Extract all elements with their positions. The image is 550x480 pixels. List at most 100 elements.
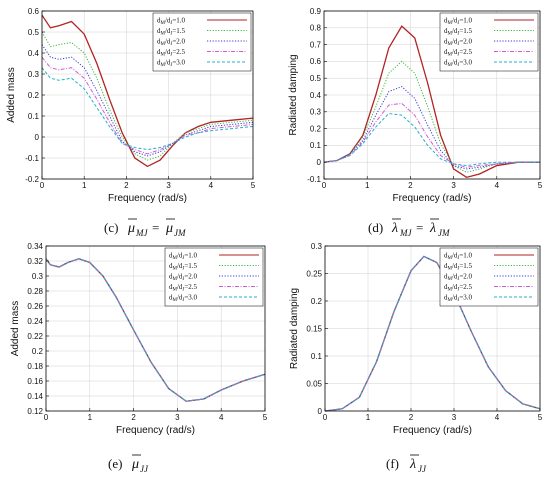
y-tick-label: 0.3	[311, 242, 323, 251]
y-tick-label: 0.32	[27, 257, 43, 266]
y-tick-label: 0.2	[28, 91, 40, 100]
x-tick-label: 1	[88, 413, 93, 422]
legend-label-2-5: dM/dJ=2.5	[444, 48, 473, 58]
y-tick-label: 0.2	[310, 124, 322, 133]
x-tick-label: 1	[82, 181, 87, 190]
x-tick-label: 3	[175, 413, 180, 422]
caption-subscript: JM	[438, 228, 450, 238]
plot-frame	[45, 245, 266, 412]
series-line-3-0	[45, 258, 266, 402]
caption-symbol: μ	[127, 221, 135, 236]
y-axis-label: Added mass	[10, 301, 21, 357]
series-line-3-0	[41, 67, 254, 151]
caption-equals: =	[416, 220, 423, 235]
y-tick-label: 0.9	[310, 7, 322, 16]
legend-label-2-5: dM/dJ=2.5	[444, 283, 473, 293]
y-tick-label: 0.26	[27, 302, 43, 311]
x-axis-label: Frequency (rad/s)	[393, 193, 472, 204]
chart-panel-f: 0 1 2 3 4 5 0 0.05 0.1 0.15 0.2 0.25 0.3 Frequency (r…	[289, 242, 543, 474]
legend-label-3-0: dM/dJ=3.0	[444, 294, 473, 304]
legend-label-1-5: dM/dJ=1.5	[444, 262, 473, 272]
caption-label: (e)	[108, 456, 122, 471]
y-tick-label: 0.1	[28, 112, 40, 121]
legend-label-2-0: dM/dJ=2.0	[169, 273, 198, 283]
y-tick-label: 0.1	[310, 141, 322, 150]
legend-label-3-0: dM/dJ=3.0	[444, 59, 473, 69]
y-tick-label: 0	[35, 133, 40, 142]
y-tick-label: 0.3	[310, 108, 322, 117]
y-tick-label: 0.3	[32, 272, 44, 281]
y-tick-label: 0.5	[28, 28, 40, 37]
chart-panel-e: 0 1 2 3 4 5 0.12 0.14 0.16 0.18 0.2 0.22 0.24 0.26 0.2…	[10, 242, 268, 474]
series-line-2-5	[41, 56, 254, 155]
legend-label-3-0: dM/dJ=3.0	[157, 59, 186, 69]
y-tick-label: 0.24	[27, 317, 43, 326]
y-tick-label: 0.6	[28, 7, 40, 16]
y-tick-label: 0.7	[310, 40, 322, 49]
legend-label-1-0: dM/dJ=1.0	[444, 252, 473, 262]
y-tick-label: 0.05	[306, 379, 322, 388]
legend-label-3-0: dM/dJ=3.0	[169, 294, 198, 304]
y-tick-label: 0.34	[27, 242, 43, 251]
x-tick-label: 4	[209, 181, 214, 190]
caption-equals: =	[152, 220, 159, 235]
y-tick-label: 0	[317, 158, 322, 167]
x-tick-label: 0	[40, 181, 45, 190]
legend-box	[439, 12, 539, 72]
series-line-2-0	[323, 86, 540, 170]
x-tick-label: 5	[538, 181, 543, 190]
legend-label-1-5: dM/dJ=1.5	[169, 262, 198, 272]
caption-f: (f) λ JJ	[386, 454, 427, 474]
legend-box	[439, 247, 539, 307]
y-tick-label: 0.18	[27, 362, 43, 371]
y-tick-label: 0.22	[27, 332, 43, 341]
series-line-1-5	[41, 31, 254, 161]
caption-label: (d)	[368, 220, 383, 235]
x-tick-label: 2	[408, 181, 413, 190]
chart-panel-c: 0 1 2 3 4 5 -0.2 -0.1 0 0.1 0.2 0.3 0.4 0.5 0.6 Frequen…	[6, 7, 256, 238]
x-axis-label: Frequency (rad/s)	[116, 425, 195, 436]
legend-box	[152, 12, 252, 72]
legend: dM/dJ=1.0dM/dJ=1.5dM/dJ=2.0dM/dJ=2.5dM/d…	[439, 247, 539, 307]
legend-label-1-0: dM/dJ=1.0	[169, 252, 198, 262]
y-tick-label: -0.1	[307, 175, 321, 184]
series-line-2-0	[41, 44, 254, 157]
y-tick-label: 0.16	[27, 377, 43, 386]
x-tick-label: 0	[323, 413, 328, 422]
series-line-3-0	[323, 112, 540, 167]
series-line-1-0	[323, 25, 540, 179]
y-tick-label: 0.25	[306, 269, 322, 278]
x-tick-label: 4	[495, 181, 500, 190]
legend: dM/dJ=1.0dM/dJ=1.5dM/dJ=2.0dM/dJ=2.5dM/d…	[152, 12, 252, 72]
series-line-3-0	[324, 255, 541, 412]
x-axis-label: Frequency (rad/s)	[393, 425, 472, 436]
y-tick-label: 0.12	[27, 407, 43, 416]
x-tick-label: 2	[124, 181, 129, 190]
y-tick-label: 0.6	[310, 57, 322, 66]
x-tick-label: 4	[219, 413, 224, 422]
y-tick-label: 0.1	[311, 352, 323, 361]
caption-subscript: MJ	[135, 228, 148, 238]
legend-label-2-5: dM/dJ=2.5	[169, 283, 198, 293]
caption-label: (f)	[386, 456, 399, 471]
y-axis-label: Radiated damping	[289, 288, 300, 369]
caption-subscript: MJ	[399, 228, 412, 238]
caption-c: (c) μ MJ = μ JM	[104, 218, 186, 238]
y-tick-label: -0.2	[25, 175, 39, 184]
y-tick-label: -0.1	[25, 154, 39, 163]
legend-label-1-5: dM/dJ=1.5	[157, 27, 186, 37]
caption-subscript: JM	[174, 228, 186, 238]
y-tick-label: 0.28	[27, 287, 43, 296]
x-tick-label: 2	[131, 413, 136, 422]
caption-symbol: μ	[131, 457, 139, 472]
y-axis-label: Added mass	[6, 67, 17, 123]
caption-symbol: λ	[429, 221, 436, 236]
legend: dM/dJ=1.0dM/dJ=1.5dM/dJ=2.0dM/dJ=2.5dM/d…	[439, 12, 539, 72]
x-tick-label: 3	[166, 181, 171, 190]
y-tick-label: 0.2	[311, 297, 323, 306]
series-line-1-5	[323, 60, 540, 173]
x-tick-label: 3	[451, 181, 456, 190]
y-tick-label: 0.4	[28, 49, 40, 58]
x-tick-label: 0	[322, 181, 327, 190]
x-tick-label: 5	[251, 181, 256, 190]
